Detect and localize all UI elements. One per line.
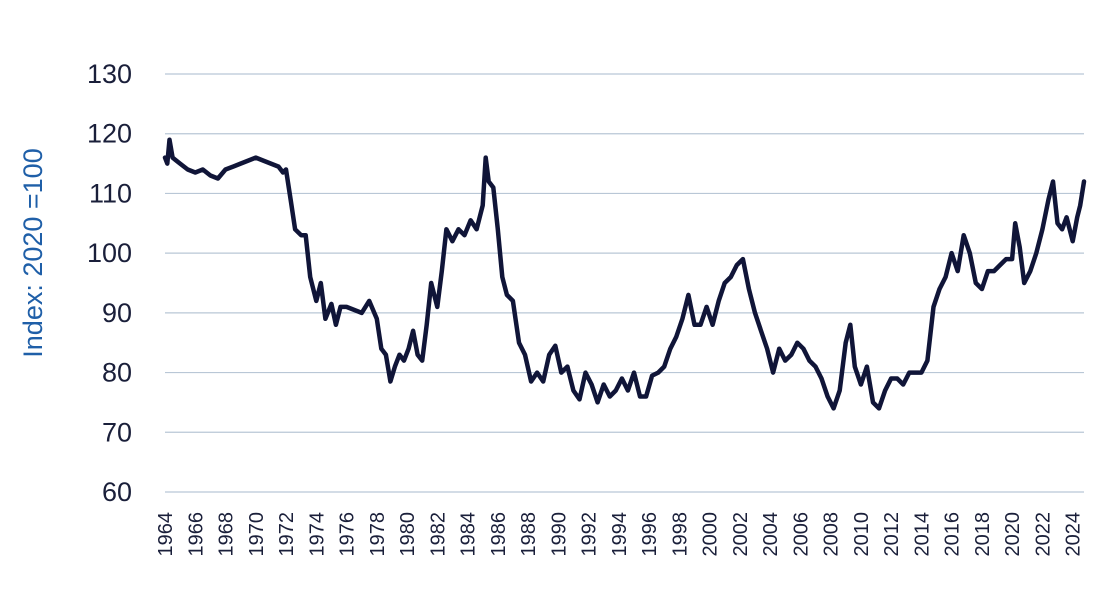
x-tick-label: 2024 (1063, 512, 1085, 557)
y-axis-label: Index: 2020 =100 (18, 148, 48, 357)
x-tick-label: 1970 (246, 512, 268, 557)
y-axis-ticks: 60 70 80 90 100 110 120 130 (87, 59, 132, 507)
y-tick-label: 80 (102, 358, 132, 388)
x-tick-label: 1998 (669, 512, 691, 557)
x-tick-label: 2002 (730, 512, 752, 557)
x-tick-label: 2020 (1002, 512, 1024, 557)
x-axis-ticks: 1964 1966 1968 1970 1972 1974 1976 1978 1980 1982… (155, 512, 1085, 557)
x-tick-label: 1974 (306, 512, 328, 557)
x-tick-label: 2000 (700, 512, 722, 557)
y-tick-label: 110 (89, 178, 132, 208)
x-tick-label: 2008 (821, 512, 843, 557)
x-tick-label: 2022 (1032, 512, 1054, 557)
x-tick-label: 2004 (760, 512, 782, 557)
x-tick-label: 1964 (155, 512, 177, 557)
x-tick-label: 1988 (518, 512, 540, 557)
x-tick-label: 1986 (488, 512, 510, 557)
x-tick-label: 1994 (609, 512, 631, 557)
x-tick-label: 2014 (911, 512, 933, 557)
x-tick-label: 1978 (367, 512, 389, 557)
x-tick-label: 1990 (548, 512, 570, 557)
x-tick-label: 1984 (458, 512, 480, 557)
x-tick-label: 1992 (579, 512, 601, 557)
gridlines (165, 73, 1084, 493)
y-tick-label: 90 (102, 298, 132, 328)
x-tick-label: 1996 (639, 512, 661, 557)
y-tick-label: 70 (102, 417, 132, 447)
y-tick-label: 130 (87, 59, 132, 89)
y-tick-label: 100 (87, 238, 132, 268)
x-tick-label: 1972 (276, 512, 298, 557)
x-tick-label: 2018 (972, 512, 994, 557)
series-line (162, 137, 1087, 411)
x-tick-label: 2010 (851, 512, 873, 557)
x-tick-label: 1968 (216, 512, 238, 557)
x-tick-label: 1982 (427, 512, 449, 557)
x-tick-label: 2006 (790, 512, 812, 557)
y-tick-label: 60 (102, 477, 132, 507)
x-tick-label: 2016 (942, 512, 964, 557)
x-tick-label: 1966 (185, 512, 207, 557)
x-tick-label: 2012 (881, 512, 903, 557)
x-tick-label: 1976 (337, 512, 359, 557)
x-tick-label: 1980 (397, 512, 419, 557)
y-tick-label: 120 (87, 119, 132, 149)
